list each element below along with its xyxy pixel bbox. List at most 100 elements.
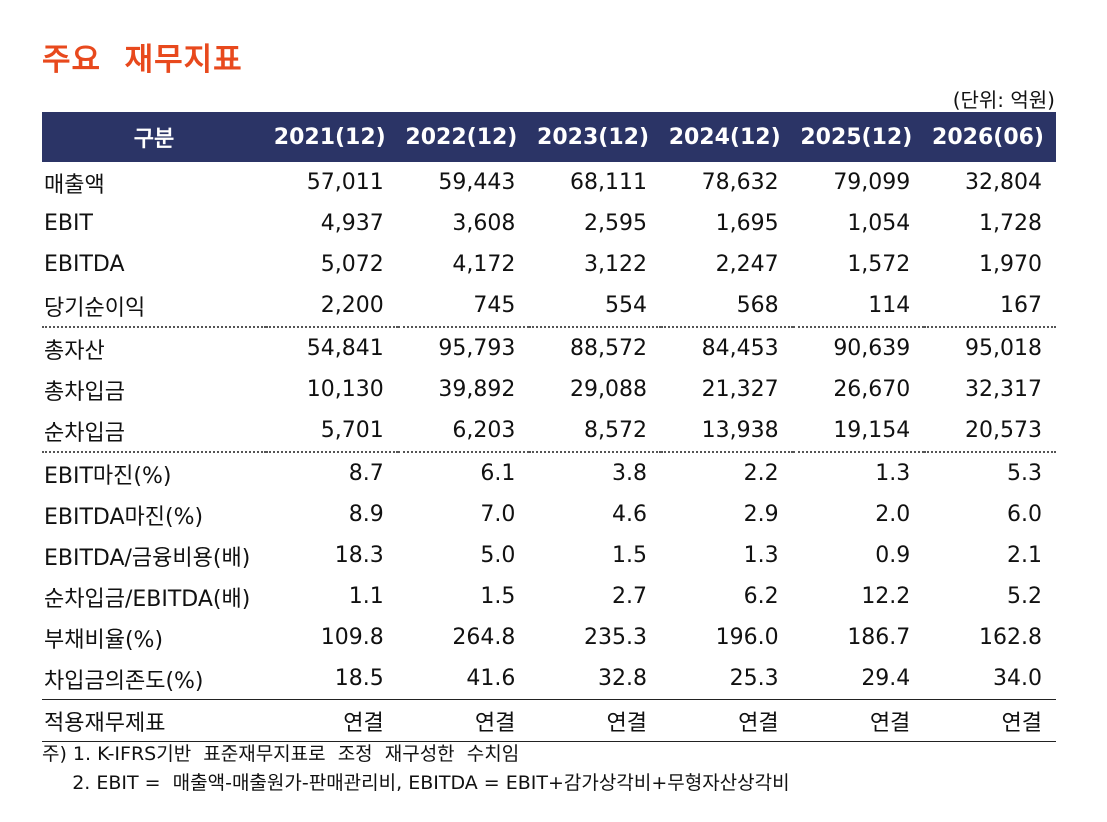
table-row: 총차입금 10,130 39,892 29,088 21,327 26,670 32,317 [42,369,1056,410]
row-value: 79,099 [833,170,911,195]
row-label: 총자산 [44,338,105,364]
row-value: 8.9 [348,502,384,527]
row-value: 21,327 [701,377,779,402]
row-value: 196.0 [715,625,779,650]
row-value: 554 [529,285,662,328]
row-value: 2.2 [743,461,779,486]
header-year: 2023(12) [537,124,650,150]
row-value: 57,011 [306,170,384,195]
row-value: 1.5 [612,543,648,568]
row-value: 2,200 [266,285,398,328]
row-value: 114 [792,285,925,328]
row-value: 1.3 [743,543,779,568]
row-value: 186.7 [847,625,911,650]
row-value: 1,728 [979,211,1042,236]
row-value: 235.3 [584,625,648,650]
row-value: 84,453 [701,336,779,361]
row-label: 순차입금/EBITDA(배) [44,586,251,612]
row-value: 5.0 [480,543,516,568]
row-value: 34.0 [924,658,1056,700]
footnote-2: 2. EBIT = 매출액-매출원가-판매관리비, EBITDA = EBIT+… [42,772,790,794]
row-label: EBIT마진(%) [44,463,172,489]
row-value: 25.3 [661,658,793,700]
row-value: 568 [661,285,793,328]
row-value: 0.9 [875,543,911,568]
table-row: EBIT 4,937 3,608 2,595 1,695 1,054 1,728 [42,203,1056,244]
row-value: 1,970 [979,252,1042,277]
table-row: EBITDA 5,072 4,172 3,122 2,247 1,572 1,970 [42,244,1056,285]
row-value: 7.0 [480,502,516,527]
row-value: 연결 [397,699,530,742]
row-value: 18.5 [266,658,398,700]
row-value: 8,572 [529,410,662,453]
row-value: 2.7 [612,584,648,609]
table-row: 차입금의존도(%) 18.5 41.6 32.8 25.3 29.4 34.0 [42,658,1056,700]
row-value: 연결 [266,699,398,742]
row-label: 부채비율(%) [44,627,164,653]
table-row: EBIT마진(%) 8.7 6.1 3.8 2.2 1.3 5.3 [42,452,1056,494]
row-value: 3,122 [584,252,648,277]
row-value: 41.6 [397,658,530,700]
row-value: 95,018 [965,336,1042,361]
row-label: EBIT [44,211,93,236]
row-value: 10,130 [306,377,384,402]
row-value: 연결 [529,699,662,742]
row-value: 2.1 [1007,543,1042,568]
header-year: 2024(12) [668,124,781,150]
row-value: 1.5 [480,584,516,609]
row-value: 6.2 [743,584,779,609]
row-value: 4.6 [612,502,648,527]
row-value: 2.0 [875,502,911,527]
row-value: 12.2 [861,584,911,609]
row-value: 88,572 [570,336,648,361]
header-year: 2021(12) [273,124,386,150]
header-year: 2026(06) [932,124,1044,150]
row-value: 2,595 [584,211,648,236]
row-value: 6,203 [397,410,530,453]
row-label: EBITDA [44,252,125,277]
row-value: 1,695 [715,211,779,236]
table-row: 순차입금/EBITDA(배) 1.1 1.5 2.7 6.2 12.2 5.2 [42,576,1056,617]
row-label: EBITDA마진(%) [44,504,204,530]
row-value: 4,172 [452,252,516,277]
page-title: 주요 재무지표 [42,42,243,78]
header-category: 구분 [133,127,175,152]
row-value: 29,088 [570,377,648,402]
row-value: 5,701 [266,410,398,453]
row-value: 연결 [792,699,925,742]
row-value: 162.8 [979,625,1042,650]
row-value: 264.8 [452,625,516,650]
row-value: 68,111 [570,170,648,195]
table-row: 적용재무제표 연결 연결 연결 연결 연결 연결 [42,699,1056,742]
row-value: 5,072 [320,252,384,277]
unit-label: (단위: 억원) [952,88,1055,112]
row-value: 4,937 [320,211,384,236]
row-value: 59,443 [438,170,516,195]
row-value: 연결 [661,699,793,742]
header-year: 2025(12) [800,124,913,150]
footnote-1: 주) 1. K-IFRS기반 표준재무지표로 조정 재구성한 수치임 [42,743,520,765]
row-value: 95,793 [438,336,516,361]
row-value: 5.3 [1007,461,1042,486]
row-value: 1.1 [348,584,384,609]
row-value: 167 [924,285,1056,328]
row-value: 연결 [924,699,1056,742]
row-value: 8.7 [348,461,384,486]
row-value: 54,841 [306,336,384,361]
table-row: EBITDA/금융비용(배) 18.3 5.0 1.5 1.3 0.9 2.1 [42,535,1056,576]
row-value: 6.1 [480,461,516,486]
table-row: 순차입금 5,701 6,203 8,572 13,938 19,154 20,573 [42,410,1056,453]
row-label: EBITDA/금융비용(배) [44,545,251,571]
row-value: 78,632 [701,170,779,195]
row-value: 39,892 [438,377,516,402]
row-value: 32.8 [529,658,662,700]
row-value: 26,670 [833,377,911,402]
row-label: 당기순이익 [42,285,267,328]
row-label: 순차입금 [42,410,267,453]
row-label: 적용재무제표 [42,699,267,742]
row-value: 20,573 [924,410,1056,453]
row-value: 745 [397,285,530,328]
row-value: 3.8 [612,461,648,486]
row-label: 매출액 [44,172,105,198]
row-value: 2,247 [715,252,779,277]
